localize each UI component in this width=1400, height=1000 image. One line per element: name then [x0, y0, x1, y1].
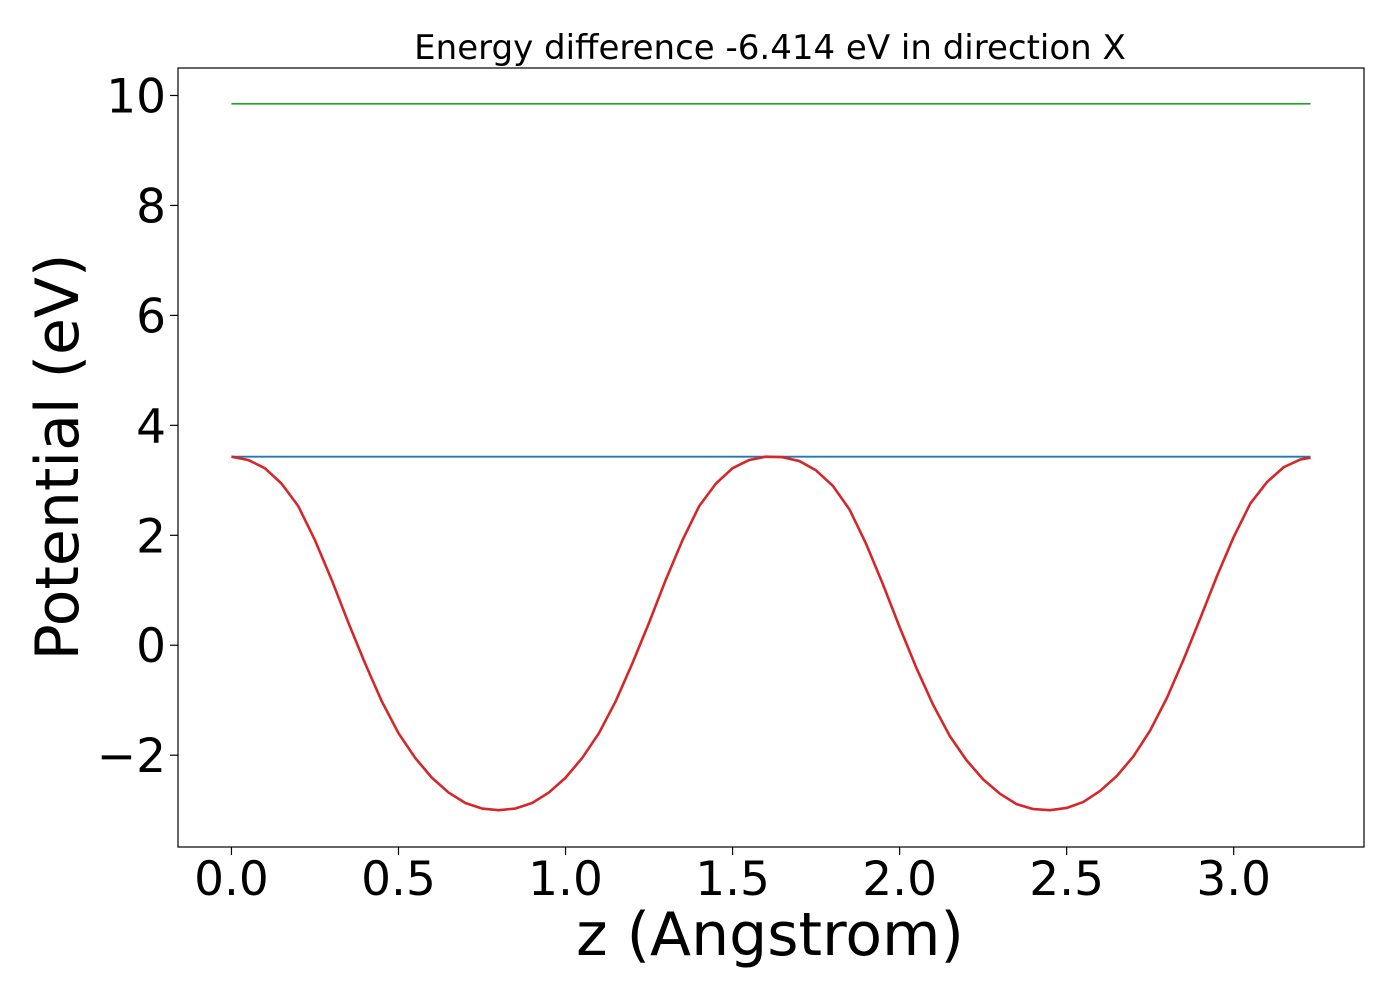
x-tick-label: 2.5: [1029, 852, 1104, 907]
y-tick-label: 6: [136, 289, 166, 344]
x-tick-label: 1.0: [528, 852, 603, 907]
x-axis: 0.0 0.5 1.0 1.5 2.0 2.5 3.0: [194, 847, 1271, 907]
x-tick-label: 1.5: [695, 852, 770, 907]
series-line-2: [231, 455, 1311, 812]
series-layer: [231, 102, 1311, 812]
y-axis: −2 0 2 4 6 8 10: [97, 69, 178, 784]
y-tick-label: 2: [136, 509, 166, 564]
y-tick-label: 10: [106, 69, 166, 124]
plot-frame: [177, 67, 1365, 848]
x-tick-label: 0.5: [361, 852, 436, 907]
plot-area: [177, 67, 1365, 848]
x-tick-label: 3.0: [1196, 852, 1271, 907]
y-tick-label: 4: [136, 399, 166, 454]
y-tick-label: −2: [97, 729, 166, 784]
x-axis-label: z (Angstrom): [576, 900, 964, 970]
y-tick-label: 8: [136, 179, 166, 234]
chart-title: Energy difference -6.414 eV in direction…: [414, 28, 1126, 68]
y-axis-label: Potential (eV): [23, 254, 93, 661]
x-tick-label: 0.0: [194, 852, 269, 907]
y-tick-label: 0: [136, 619, 166, 674]
x-tick-label: 2.0: [862, 852, 937, 907]
